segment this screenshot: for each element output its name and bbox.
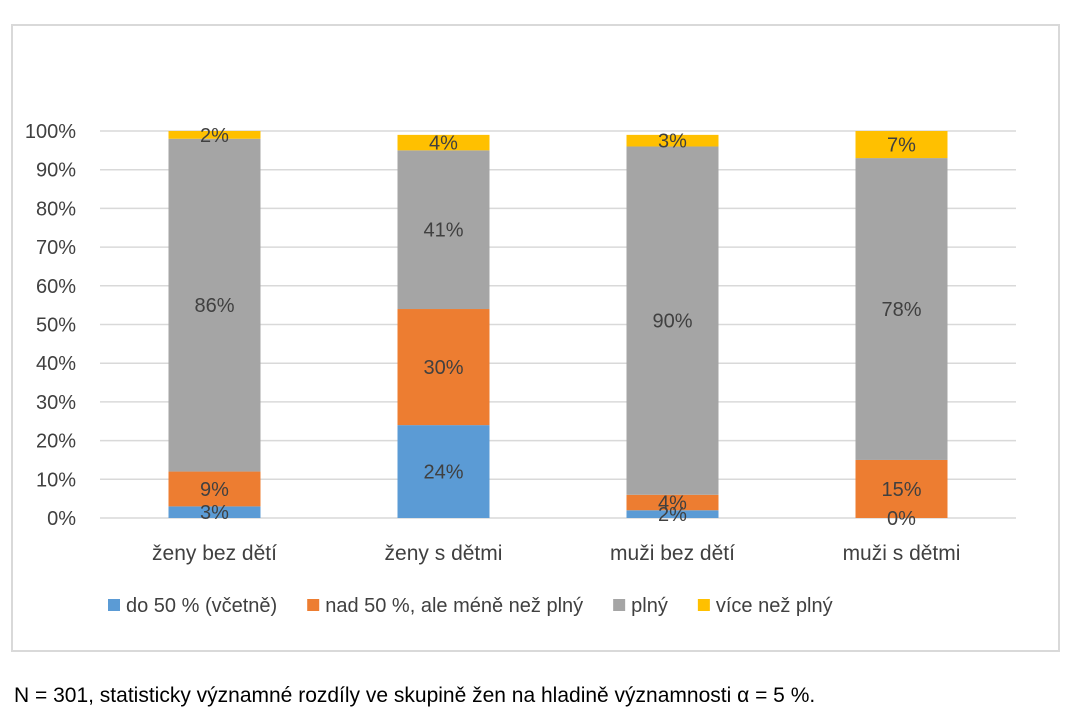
- bar-segment: [855, 459, 948, 518]
- data-labels: 3%9%86%2%24%30%41%4%2%4%90%3%0%15%78%7%: [194, 125, 921, 530]
- y-tick-label: 90%: [36, 160, 76, 182]
- data-label: 3%: [658, 131, 687, 153]
- bar-segment: [626, 494, 719, 511]
- bar-segment: [397, 425, 490, 518]
- legend-swatch: [307, 599, 320, 611]
- bar-segment: [168, 471, 261, 507]
- data-label: 4%: [429, 133, 458, 155]
- y-tick-label: 40%: [36, 353, 76, 375]
- data-label: 30%: [423, 357, 463, 379]
- data-label: 2%: [200, 125, 229, 147]
- legend-label: více než plný: [716, 595, 833, 617]
- legend-label: do 50 % (včetně): [126, 595, 277, 617]
- bar-segment: [855, 131, 948, 159]
- y-tick-label: 0%: [47, 508, 76, 530]
- bar-segment: [855, 158, 948, 460]
- y-tick-label: 70%: [36, 237, 76, 259]
- category-label: muži s dětmi: [843, 542, 961, 565]
- bar-segment: [626, 134, 719, 147]
- data-label: 24%: [423, 462, 463, 484]
- category-labels: ženy bez dětí ženy s dětmi muži bez dětí mu…: [152, 542, 960, 565]
- y-tick-label: 10%: [36, 469, 76, 491]
- bar-segment: [397, 309, 490, 426]
- data-label: 86%: [194, 295, 234, 317]
- bar-segment: [626, 146, 719, 495]
- data-label: 15%: [881, 479, 921, 501]
- data-label: 9%: [200, 479, 229, 501]
- bar-segment: [168, 131, 261, 139]
- y-tick-label: 60%: [36, 276, 76, 298]
- legend-swatch: [697, 599, 710, 611]
- data-label: 3%: [200, 502, 229, 524]
- bar-segment: [397, 134, 490, 151]
- data-label: 2%: [658, 504, 687, 526]
- y-axis-ticks: 0% 10% 20% 30% 40% 50% 60% 70% 80% 90% 100%: [25, 121, 76, 530]
- category-label: ženy s dětmi: [385, 542, 503, 565]
- data-label: 41%: [423, 220, 463, 242]
- data-label: 7%: [887, 135, 916, 157]
- category-label: ženy bez dětí: [152, 542, 277, 565]
- y-tick-label: 80%: [36, 198, 76, 220]
- bar-segment: [168, 506, 261, 518]
- legend-swatch: [613, 599, 626, 611]
- y-tick-label: 20%: [36, 431, 76, 453]
- category-label: muži bez dětí: [610, 542, 735, 565]
- y-tick-label: 100%: [25, 121, 76, 143]
- legend-swatch: [108, 599, 120, 611]
- stacked-bar-chart: 0%10%20%30%40%50%60%70%80%90%100% 3%9%86…: [25, 121, 1016, 617]
- bar-segment: [397, 150, 490, 310]
- legend-label: plný: [631, 595, 668, 617]
- caption: N = 301, statisticky významné rozdíly ve…: [14, 684, 816, 707]
- y-tick-label: 50%: [36, 315, 76, 337]
- bars: [168, 131, 948, 518]
- data-label: 0%: [887, 508, 916, 530]
- bar-segment: [168, 138, 261, 472]
- bar-segment: [626, 510, 719, 518]
- legend-label: nad 50 %, ale méně než plný: [325, 595, 583, 617]
- data-label: 78%: [881, 299, 921, 321]
- y-tick-label: 30%: [36, 392, 76, 414]
- legend: do 50 % (včetně) nad 50 %, ale méně než p…: [108, 595, 833, 617]
- data-label: 4%: [658, 493, 687, 515]
- data-label: 90%: [652, 311, 692, 333]
